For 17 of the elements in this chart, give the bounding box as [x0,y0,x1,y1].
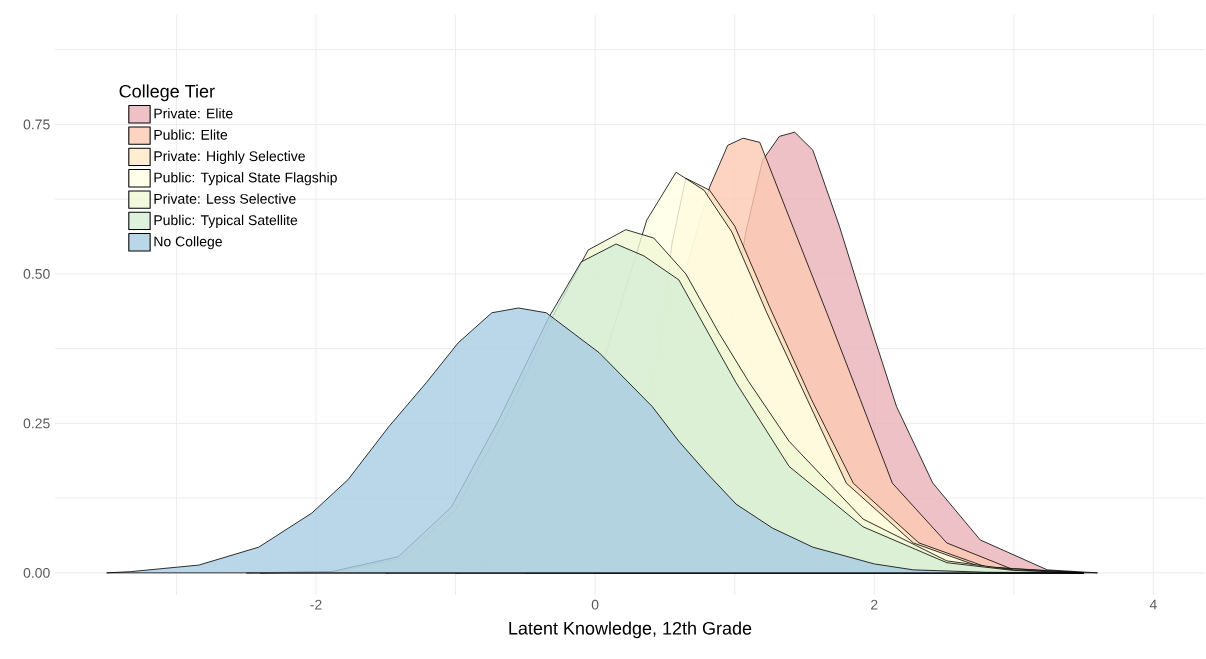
legend-label: Public: Typical Satellite [154,214,298,228]
y-tick-label: 0.25 [23,418,50,429]
x-tick-label: 2 [871,599,878,610]
legend-label: Public: Elite [154,129,228,140]
legend-label: Private: Less Selective [154,193,296,204]
y-tick-label: 0.50 [23,268,50,279]
legend-label: Public: Typical State Flagship [154,172,337,186]
legend-label: Private: Elite [154,108,233,119]
legend-title: College Tier [119,84,215,102]
x-tick-label: -2 [310,599,322,610]
x-tick-label: 4 [1149,599,1157,610]
y-tick-label: 0.75 [23,119,50,130]
y-tick-label: 0.00 [23,567,50,578]
legend-label: No College [154,236,222,250]
legend-label: Private: Highly Selective [154,150,305,164]
x-axis-title: Latent Knowledge, 12th Grade [509,621,752,639]
x-tick-label: 0 [591,599,599,610]
